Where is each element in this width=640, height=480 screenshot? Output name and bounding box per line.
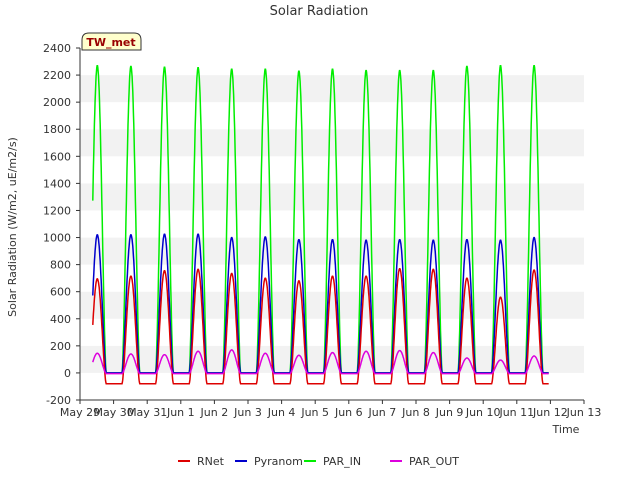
site-label-box: TW_met xyxy=(81,32,142,51)
legend-label: Pyranom xyxy=(254,455,303,468)
series-line-rnet xyxy=(92,268,549,385)
x-tick-label: Jun 1 xyxy=(166,406,195,419)
y-tick-label: 2400 xyxy=(43,42,71,55)
legend-label: PAR_OUT xyxy=(409,455,459,468)
y-tick-label: 1400 xyxy=(43,177,71,190)
chart-title: Solar Radiation xyxy=(270,4,369,19)
x-tick-label: Jun 11 xyxy=(498,406,534,419)
grid-band xyxy=(80,372,584,400)
y-tick-label: 400 xyxy=(50,313,71,326)
y-tick-label: 1800 xyxy=(43,123,71,136)
grid-band xyxy=(80,183,584,211)
legend: RNet Pyranom PAR_IN PAR_OUT xyxy=(178,455,459,468)
x-tick-label: May 31 xyxy=(127,406,167,419)
x-tick-label: Jun 6 xyxy=(334,406,363,419)
legend-label: PAR_IN xyxy=(323,455,361,468)
y-tick-label: 2000 xyxy=(43,96,71,109)
y-tick-label: -200 xyxy=(46,394,71,407)
series-line-par-out xyxy=(92,349,549,375)
x-tick-label: Jun 12 xyxy=(532,406,568,419)
y-tick-label: 200 xyxy=(50,340,71,353)
legend-label: RNet xyxy=(197,455,225,468)
grid-band xyxy=(80,210,584,238)
x-tick-label: Jun 3 xyxy=(233,406,262,419)
x-axis-label: Time xyxy=(552,423,580,436)
grid-band xyxy=(80,156,584,184)
grid-band xyxy=(80,291,584,319)
series-layer xyxy=(92,65,549,385)
x-tick-label: Jun 13 xyxy=(566,406,602,419)
x-tick-label: Jun 8 xyxy=(401,406,430,419)
x-tick-label: Jun 4 xyxy=(267,406,296,419)
site-label: TW_met xyxy=(86,36,135,49)
grid-band xyxy=(80,129,584,157)
x-tick-label: Jun 5 xyxy=(300,406,329,419)
y-axis-label: Solar Radiation (W/m2, uE/m2/s) xyxy=(6,137,19,317)
x-tick-label: Jun 2 xyxy=(200,406,229,419)
y-tick-label: 1000 xyxy=(43,232,71,245)
x-tick-label: May 30 xyxy=(93,406,133,419)
x-tick-label: May 29 xyxy=(60,406,100,419)
x-tick-label: Jun 7 xyxy=(368,406,397,419)
grid-band xyxy=(80,318,584,346)
y-tick-label: 0 xyxy=(64,367,71,380)
x-tick-label: Jun 10 xyxy=(465,406,501,419)
y-tick-label: 1200 xyxy=(43,204,71,217)
axes: -200 0 200 400 600 800 1000 1200 1400 1600 1800 200… xyxy=(43,42,601,419)
y-tick-label: 600 xyxy=(50,286,71,299)
y-tick-label: 2200 xyxy=(43,69,71,82)
y-tick-label: 1600 xyxy=(43,150,71,163)
y-tick-label: 800 xyxy=(50,259,71,272)
grid-band xyxy=(80,102,584,130)
grid-bands xyxy=(80,48,584,400)
x-tick-label: Jun 9 xyxy=(435,406,464,419)
